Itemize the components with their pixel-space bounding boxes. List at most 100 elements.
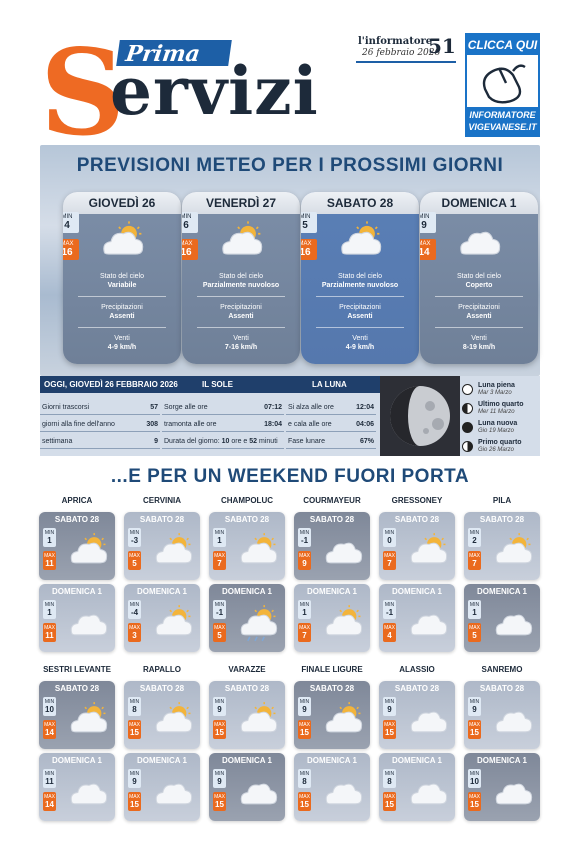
weekend-card-sat: SABATO 28 MIN -1 MAX 9 <box>294 512 370 580</box>
max-temp: MAX 11 <box>43 623 56 642</box>
day-name: DOMENICA 1 <box>420 192 538 214</box>
sun-cloud-icon <box>325 702 363 733</box>
day-name: VENERDÌ 27 <box>182 192 300 214</box>
sun-cloud-icon <box>70 533 108 564</box>
today-row: settimana 9 <box>40 435 160 449</box>
card-day: SABATO 28 <box>309 684 355 693</box>
weekend-card-sun: DOMENICA 1 MIN 10 MAX 15 <box>464 753 540 821</box>
moon-icon <box>390 386 450 446</box>
logo-prima: Prima <box>116 40 232 67</box>
min-temp: MIN 1 <box>468 600 481 619</box>
cloud-icon <box>155 783 193 805</box>
max-temp: MAX 15 <box>468 792 481 811</box>
weekend-card-sun: DOMENICA 1 MIN -4 MAX 3 <box>124 584 200 652</box>
max-temp: MAX 15 <box>298 720 311 739</box>
card-day: DOMENICA 1 <box>477 587 527 596</box>
card-day: DOMENICA 1 <box>392 587 442 596</box>
sky-info: Stato del cielo Parzialmente nuvoloso <box>202 273 280 289</box>
min-temp: MIN 8 <box>298 769 311 788</box>
min-temp: MIN 4 <box>63 212 79 233</box>
weekend-card-sat: SABATO 28 MIN 9 MAX 15 <box>464 681 540 749</box>
day-duration-row: Durata del giorno: 10 ore e 52 minuti <box>162 435 284 449</box>
city-name: RAPALLO <box>142 665 182 674</box>
card-day: DOMENICA 1 <box>222 587 272 596</box>
max-temp: MAX 7 <box>383 551 396 570</box>
divider <box>435 296 523 297</box>
moon-row: e cala alle ore 04:06 <box>286 418 376 432</box>
weekend-card-sun: DOMENICA 1 MIN 1 MAX 7 <box>294 584 370 652</box>
cloud-icon <box>325 542 363 564</box>
min-temp: MIN 9 <box>213 769 226 788</box>
rain-cloud-icon <box>240 605 278 642</box>
sun-cloud-icon <box>341 221 382 255</box>
sun-cloud-icon <box>222 221 263 255</box>
max-temp: MAX 5 <box>213 623 226 642</box>
cloud-icon <box>70 614 108 636</box>
rain-info: Precipitazioni Assenti <box>458 304 500 320</box>
city-name: GRESSONEY <box>391 496 443 505</box>
max-temp: MAX 15 <box>468 720 481 739</box>
sun-cloud-icon <box>495 533 533 564</box>
weekend-card-sun: DOMENICA 1 MIN 1 MAX 5 <box>464 584 540 652</box>
cloud-icon <box>495 711 533 733</box>
rain-info: Precipitazioni Assenti <box>101 304 143 320</box>
card-day: SABATO 28 <box>224 684 270 693</box>
card-day: SABATO 28 <box>139 684 185 693</box>
min-temp: MIN 1 <box>298 600 311 619</box>
card-day: SABATO 28 <box>309 515 355 524</box>
weekend-card-sun: DOMENICA 1 MIN 8 MAX 15 <box>379 753 455 821</box>
divider <box>316 296 404 297</box>
moon-phase-icon <box>462 403 473 414</box>
min-temp: MIN 2 <box>468 528 481 547</box>
min-temp: MIN 8 <box>128 697 141 716</box>
divider <box>78 327 166 328</box>
weekend-card-sat: SABATO 28 MIN 9 MAX 15 <box>294 681 370 749</box>
weekend-card-sat: SABATO 28 MIN 8 MAX 15 <box>124 681 200 749</box>
max-temp: MAX 15 <box>213 720 226 739</box>
almanac-header <box>40 376 380 393</box>
city-name: PILA <box>492 496 512 505</box>
forecast-title: PREVISIONI METEO PER I PROSSIMI GIORNI <box>76 155 504 176</box>
card-day: SABATO 28 <box>479 515 525 524</box>
rain-info: Precipitazioni Assenti <box>220 304 262 320</box>
min-temp: MIN -1 <box>383 600 396 619</box>
min-temp: MIN 9 <box>213 697 226 716</box>
max-temp: MAX 15 <box>383 792 396 811</box>
max-temp: MAX 5 <box>468 623 481 642</box>
city-name: FINALE LIGURE <box>301 665 363 674</box>
min-temp: MIN 9 <box>420 212 436 233</box>
issue-date: 26 febbraio 2026 <box>362 48 441 58</box>
sun-cloud-icon <box>410 533 448 564</box>
card-day: DOMENICA 1 <box>392 756 442 765</box>
weekend-card-sun: DOMENICA 1 MIN -1 MAX 5 <box>209 584 285 652</box>
max-temp: MAX 5 <box>128 551 141 570</box>
clicca-qui-box[interactable]: CLICCA QUI INFORMATORE VIGEVANESE.IT <box>465 33 540 137</box>
wind-info: Venti 4-9 km/h <box>345 335 375 351</box>
almanac-moon-heading: LA LUNA <box>312 380 347 389</box>
max-temp: MAX 15 <box>383 720 396 739</box>
paper-name: l'informatore <box>358 36 433 47</box>
cloud-icon <box>325 783 363 805</box>
min-temp: MIN 1 <box>213 528 226 547</box>
cloud-icon <box>240 783 278 805</box>
max-temp: MAX 4 <box>383 623 396 642</box>
logo-s: S <box>40 23 126 162</box>
card-day: SABATO 28 <box>54 684 100 693</box>
min-temp: MIN 9 <box>298 697 311 716</box>
moon-phase: Primo quarto Gio 26 Marzo <box>478 439 522 453</box>
clicca-site: INFORMATORE VIGEVANESE.IT <box>467 107 538 135</box>
moon-image <box>380 376 460 456</box>
moon-row: Si alza alle ore 12:04 <box>286 401 376 415</box>
sun-cloud-icon <box>155 605 193 636</box>
weekend-title: ...E PER UN WEEKEND FUORI PORTA <box>110 466 470 487</box>
city-name: COURMAYEUR <box>303 496 361 505</box>
card-day: SABATO 28 <box>224 515 270 524</box>
max-temp: MAX 15 <box>213 792 226 811</box>
moon-phase-icon <box>462 441 473 452</box>
divider <box>197 296 285 297</box>
